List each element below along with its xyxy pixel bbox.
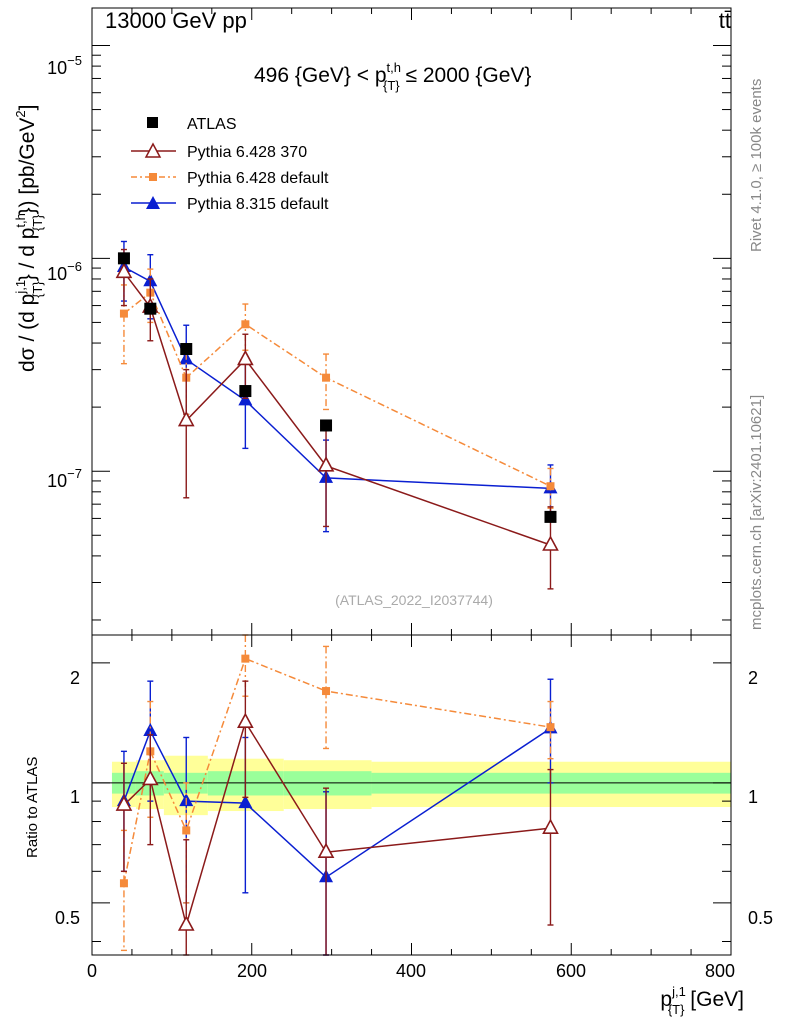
legend-marker-py6-370 <box>144 142 162 158</box>
ratio-tick-labels: 2 1 0.5 2 1 0.5 <box>55 668 773 928</box>
x-tick-label: 200 <box>237 961 267 981</box>
chart-title: 496 {GeV} < pt,h {T} ≤ 2000 {GeV} <box>254 60 531 93</box>
marker-py6-370 <box>237 712 254 728</box>
header-energy: 13000 GeV pp <box>105 8 247 33</box>
series-py6-default <box>119 268 555 509</box>
marker-py6-default <box>182 826 191 835</box>
series-line-py6-370 <box>123 271 551 546</box>
marker-py6-370 <box>317 456 335 472</box>
ratio-line-py8 <box>123 727 551 879</box>
marker-py6-370 <box>542 818 559 834</box>
marker-py6-370 <box>542 535 559 551</box>
y-tick-label: 10−6 <box>47 259 82 284</box>
marker-py6-370 <box>177 915 195 931</box>
ratio-series-py6-370 <box>115 680 559 956</box>
x-tick-label: 600 <box>556 961 586 981</box>
analysis-watermark: (ATLAS_2022_I2037744) <box>335 592 493 608</box>
legend-label-atlas: ATLAS <box>187 116 237 133</box>
y-tick-label: 10−7 <box>47 466 82 491</box>
series-line-py6-default <box>123 291 551 487</box>
ratio-tick-label-left: 1 <box>70 787 80 807</box>
ratio-tick-label-left: 0.5 <box>55 908 80 928</box>
marker-py6-370 <box>115 262 133 279</box>
marker-py8 <box>238 795 253 809</box>
legend-marker-py8 <box>146 196 160 209</box>
marker-atlas <box>144 302 157 315</box>
ratio-plot-frame <box>91 634 732 956</box>
legend-marker-atlas <box>147 117 158 128</box>
marker-atlas <box>180 343 193 356</box>
marker-py6-default <box>241 320 250 329</box>
ratio-uncertainty-band <box>92 755 731 816</box>
series-atlas <box>117 252 557 523</box>
marker-atlas <box>544 510 557 523</box>
x-tick-label: 800 <box>705 961 735 981</box>
marker-py6-370 <box>115 795 133 811</box>
mcplots-source-label: mcplots.cern.ch [arXiv:2401.10621] <box>748 395 765 630</box>
marker-py6-default <box>119 879 128 888</box>
marker-atlas <box>320 419 333 432</box>
ratio-tick-label-right: 0.5 <box>748 908 773 928</box>
legend-marker-py6-default <box>149 173 157 181</box>
header-process: tt̄ <box>719 8 731 33</box>
marker-py6-default <box>322 687 331 696</box>
data-series <box>115 240 559 956</box>
legend-label-py6-370: Pythia 6.428 370 <box>187 144 307 161</box>
y-tick-label: 10−5 <box>47 53 82 78</box>
marker-py6-default <box>546 723 555 732</box>
x-tick-labels: 0 200 400 600 800 <box>87 961 735 981</box>
ratio-tick-label-left: 2 <box>70 668 80 688</box>
y-tick-labels: 10−5 10−6 10−7 <box>47 53 82 491</box>
ratio-line-py6-default <box>123 657 551 884</box>
x-axis-label: pj,1 {T} [GeV] <box>660 984 744 1017</box>
rivet-version-label: Rivet 4.1.0, ≥ 100k events <box>748 79 765 252</box>
y-axis-label: dσ / (d pj,1 {T}} / d pt,h {T}}) [pb/GeV2] <box>13 105 45 372</box>
legend-label-py8: Pythia 8.315 default <box>187 196 329 213</box>
marker-py6-default <box>119 309 128 318</box>
ratio-axis-label: Ratio to ATLAS <box>24 757 41 858</box>
marker-atlas <box>117 252 130 265</box>
ratio-tick-label-right: 1 <box>748 787 758 807</box>
marker-py6-default <box>322 373 331 382</box>
ratio-tick-label-right: 2 <box>748 668 758 688</box>
marker-py6-370 <box>317 842 335 859</box>
marker-py6-370 <box>141 769 159 786</box>
legend: ATLAS Pythia 6.428 370 Pythia 6.428 defa… <box>131 116 329 213</box>
series-py6-370 <box>115 248 559 590</box>
main-plot-frame <box>91 7 732 636</box>
marker-py8 <box>143 722 158 736</box>
legend-label-py6-default: Pythia 6.428 default <box>187 170 329 187</box>
x-tick-label: 0 <box>87 961 97 981</box>
x-tick-label: 400 <box>396 961 426 981</box>
marker-py6-default <box>241 654 250 663</box>
marker-py6-default <box>546 482 555 491</box>
marker-py6-370 <box>177 410 195 427</box>
series-py8 <box>116 240 558 533</box>
marker-py6-370 <box>237 349 254 366</box>
marker-atlas <box>239 385 252 398</box>
